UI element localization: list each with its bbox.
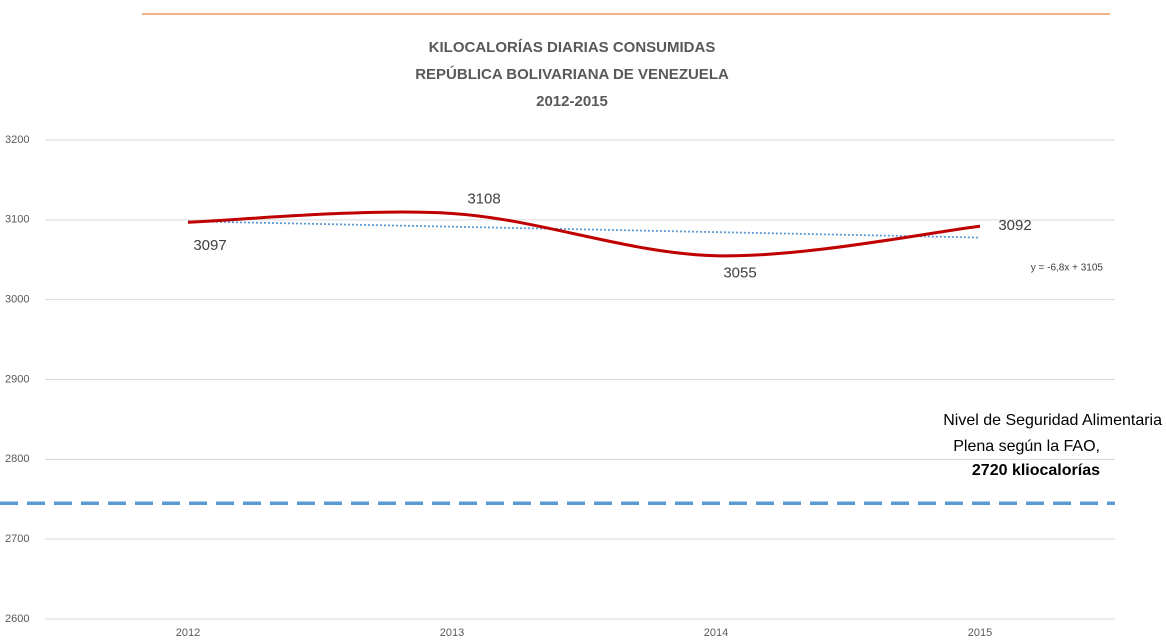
x-tick-label: 2015 bbox=[968, 627, 992, 639]
chart-title: KILOCALORÍAS DIARIAS CONSUMIDAS bbox=[429, 39, 716, 56]
chart-title: REPÚBLICA BOLIVARIANA DE VENEZUELA bbox=[415, 65, 729, 83]
y-tick-label: 2700 bbox=[5, 533, 29, 545]
x-tick-label: 2012 bbox=[176, 627, 200, 639]
annotation: 2720 kliocalorías bbox=[972, 462, 1100, 479]
line bbox=[187, 210, 981, 258]
trendline-equation: y = -6,8x + 3105 bbox=[1031, 263, 1104, 274]
y-tick-label: 3000 bbox=[5, 294, 29, 306]
y-tick-label: 2600 bbox=[5, 613, 29, 625]
x-tick-label: 2014 bbox=[704, 627, 728, 639]
data-label: 3108 bbox=[467, 190, 500, 207]
y-tick-label: 3200 bbox=[5, 134, 29, 146]
annotation: Plena según la FAO, bbox=[953, 438, 1100, 455]
data-label: 3092 bbox=[998, 217, 1031, 234]
x-tick-label: 2013 bbox=[440, 627, 464, 639]
y-tick-label: 3100 bbox=[5, 214, 29, 226]
annotation: Nivel de Seguridad Alimentaria bbox=[943, 412, 1162, 429]
data-label: 3055 bbox=[723, 265, 756, 282]
y-tick-label: 2900 bbox=[5, 373, 29, 385]
data-label: 3097 bbox=[193, 237, 226, 254]
y-tick-label: 2800 bbox=[5, 453, 29, 465]
trendline bbox=[187, 220, 981, 239]
chart-title: 2012-2015 bbox=[536, 93, 608, 110]
